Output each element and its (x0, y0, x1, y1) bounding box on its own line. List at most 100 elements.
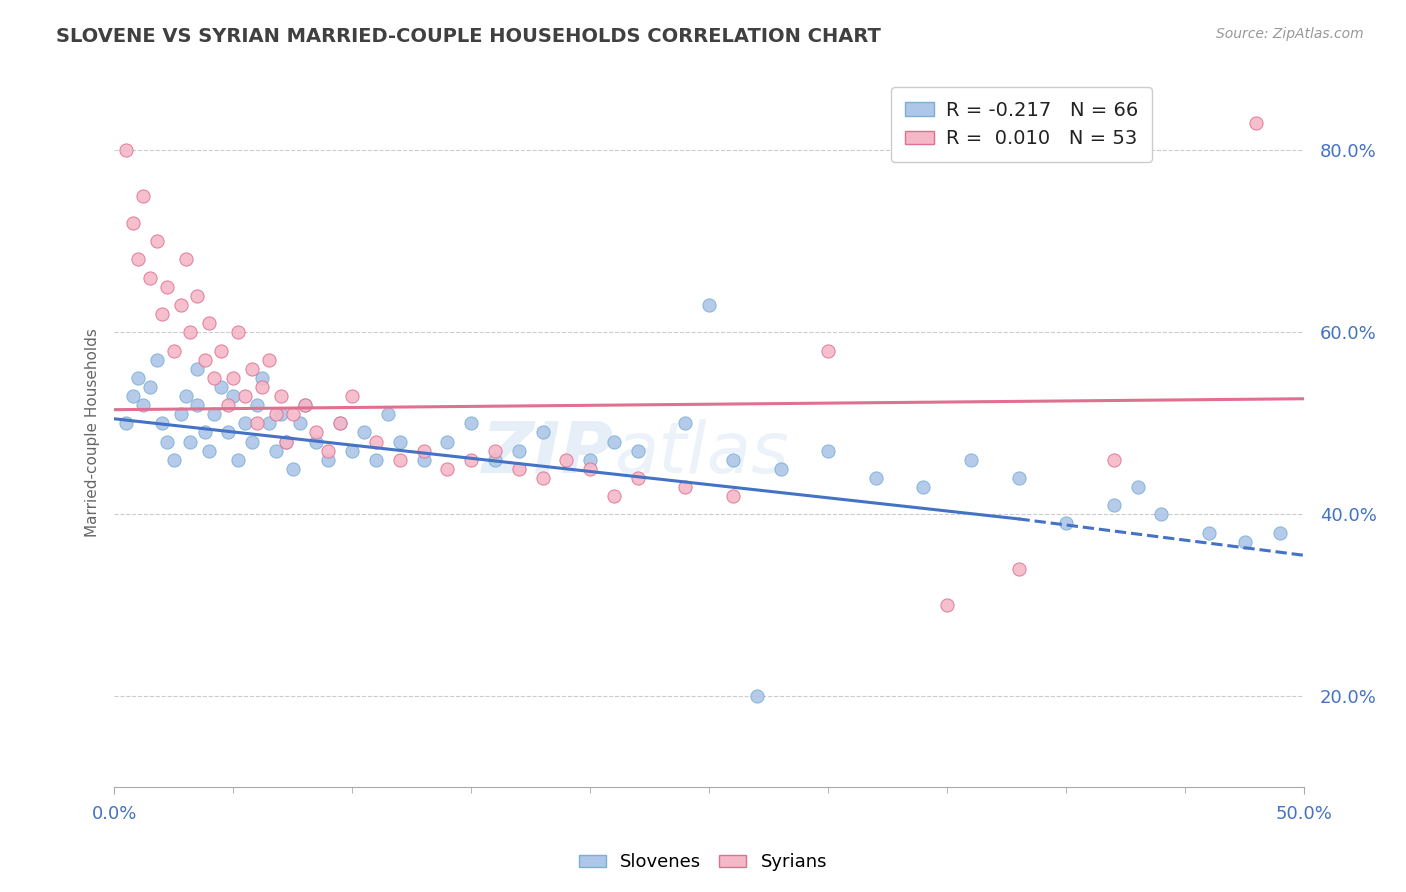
Point (270, 389, 292, 403)
Point (508, 443, 530, 458)
Point (170, 298, 193, 312)
Point (769, 462, 792, 476)
Point (673, 480, 696, 494)
Point (1007, 471, 1029, 485)
Point (127, 252, 149, 267)
Point (209, 343, 232, 358)
Point (305, 425, 328, 440)
Text: Source: ZipAtlas.com: Source: ZipAtlas.com (1216, 27, 1364, 41)
Point (174, 252, 197, 267)
Point (1233, 534, 1256, 549)
Point (1246, 116, 1268, 130)
Point (264, 443, 287, 458)
Point (1150, 508, 1173, 522)
Point (194, 352, 217, 367)
Point (209, 380, 232, 394)
Point (329, 417, 352, 431)
Point (115, 143, 138, 157)
Point (627, 443, 650, 458)
Point (364, 452, 387, 467)
Point (250, 380, 273, 394)
Point (579, 462, 602, 476)
Point (217, 398, 239, 412)
Point (721, 489, 744, 503)
Point (460, 452, 482, 467)
Point (163, 343, 186, 358)
Point (1054, 516, 1077, 531)
Point (139, 270, 162, 285)
Point (174, 389, 197, 403)
Point (388, 452, 411, 467)
Point (364, 434, 387, 449)
Point (1102, 452, 1125, 467)
Point (122, 216, 145, 230)
Point (226, 452, 249, 467)
Legend: R = -0.217   N = 66, R =  0.010   N = 53: R = -0.217 N = 66, R = 0.010 N = 53 (891, 87, 1152, 162)
Point (294, 398, 316, 412)
Point (627, 471, 650, 485)
Point (202, 371, 225, 385)
Point (353, 425, 375, 440)
Point (1270, 525, 1292, 540)
Legend: Slovenes, Syrians: Slovenes, Syrians (571, 847, 835, 879)
Point (318, 443, 340, 458)
Point (531, 425, 554, 440)
Point (146, 234, 169, 248)
Point (294, 398, 316, 412)
Point (264, 407, 287, 421)
Point (132, 188, 155, 202)
Point (721, 452, 744, 467)
Point (115, 417, 138, 431)
Point (912, 480, 935, 494)
Point (139, 380, 162, 394)
Point (233, 389, 256, 403)
Point (150, 417, 173, 431)
Point (150, 307, 173, 321)
Point (340, 443, 363, 458)
Point (305, 434, 328, 449)
Text: SLOVENE VS SYRIAN MARRIED-COUPLE HOUSEHOLDS CORRELATION CHART: SLOVENE VS SYRIAN MARRIED-COUPLE HOUSEHO… (56, 27, 882, 45)
Point (257, 352, 280, 367)
Point (697, 298, 720, 312)
Point (1007, 562, 1029, 576)
Point (281, 462, 304, 476)
Point (745, 690, 768, 704)
Point (146, 352, 169, 367)
Point (270, 407, 292, 421)
Point (122, 389, 145, 403)
Point (163, 452, 186, 467)
Point (484, 443, 506, 458)
Point (132, 398, 155, 412)
Point (217, 425, 239, 440)
Point (198, 443, 221, 458)
Point (186, 398, 208, 412)
Point (233, 417, 256, 431)
Point (340, 389, 363, 403)
Point (240, 361, 263, 376)
Point (436, 462, 458, 476)
Point (179, 434, 201, 449)
Text: atlas: atlas (614, 419, 789, 488)
Point (246, 417, 269, 431)
Point (412, 452, 434, 467)
Point (817, 343, 839, 358)
Point (531, 471, 554, 485)
Point (603, 489, 626, 503)
Point (673, 417, 696, 431)
Point (179, 326, 201, 340)
Point (555, 452, 578, 467)
Point (202, 407, 225, 421)
Point (329, 417, 352, 431)
Point (155, 434, 177, 449)
Point (222, 389, 245, 403)
Point (274, 434, 297, 449)
Point (388, 434, 411, 449)
Point (257, 417, 280, 431)
Point (240, 434, 263, 449)
Point (436, 434, 458, 449)
Point (155, 280, 177, 294)
Point (194, 425, 217, 440)
Point (198, 316, 221, 330)
Point (281, 407, 304, 421)
Text: ZIP: ZIP (482, 419, 614, 488)
